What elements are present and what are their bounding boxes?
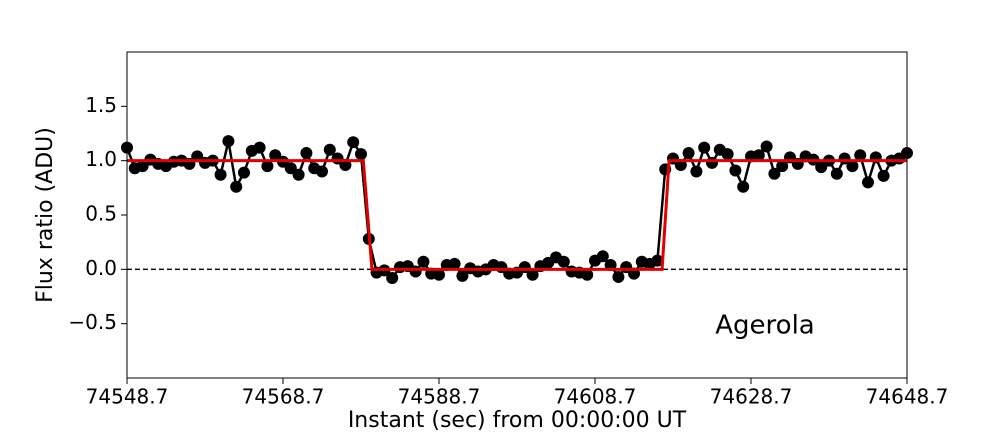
data-point — [417, 255, 430, 268]
data-point — [557, 255, 570, 268]
data-point — [682, 147, 695, 160]
data-point — [238, 166, 250, 179]
data-point — [433, 268, 445, 281]
x-tick-label: 74548.7 — [86, 385, 169, 409]
data-point — [830, 167, 843, 180]
data-point — [877, 169, 890, 182]
data-point — [768, 167, 781, 180]
x-tick-label: 74588.7 — [398, 385, 481, 409]
x-tick-label: 74628.7 — [710, 385, 793, 409]
data-point — [448, 257, 461, 270]
data-point — [409, 265, 422, 278]
data-point — [776, 160, 789, 173]
data-point — [854, 149, 867, 162]
data-point — [355, 148, 367, 161]
data-point — [706, 156, 718, 169]
data-point — [526, 268, 539, 281]
x-tick-label: 74608.7 — [554, 385, 637, 409]
data-point — [729, 164, 742, 177]
y-tick-label: 0.0 — [85, 256, 117, 280]
data-point — [612, 270, 625, 283]
data-point — [737, 180, 750, 193]
data-point — [456, 269, 469, 282]
y-tick-label: 1.0 — [85, 147, 117, 171]
x-axis-label: Instant (sec) from 00:00:00 UT — [348, 408, 687, 432]
data-point — [292, 168, 305, 181]
data-point — [222, 135, 235, 148]
x-tick-label: 74648.7 — [866, 385, 949, 409]
data-point — [347, 136, 360, 149]
data-point — [316, 165, 328, 178]
x-tick-label: 74568.7 — [242, 385, 325, 409]
y-tick-label: −0.5 — [68, 310, 117, 334]
plot-frame — [126, 51, 908, 379]
series-line — [127, 159, 907, 271]
data-point — [214, 168, 227, 181]
data-point — [651, 254, 664, 267]
data-point — [253, 141, 266, 154]
data-point — [386, 272, 399, 285]
data-point — [721, 148, 734, 161]
data-point — [862, 176, 874, 189]
annotation: Agerola — [715, 311, 814, 341]
data-point — [300, 147, 313, 160]
y-axis-label: Flux ratio (ADU) — [33, 127, 58, 303]
y-tick-label: 1.5 — [85, 93, 117, 117]
data-point — [230, 180, 243, 193]
data-point — [581, 268, 594, 281]
data-point — [690, 165, 703, 178]
data-point — [323, 143, 336, 156]
data-point — [846, 160, 859, 173]
data-point — [261, 160, 274, 173]
data-point — [698, 141, 711, 154]
data-point — [596, 250, 609, 263]
y-tick-label: 0.5 — [85, 202, 117, 226]
data-point — [760, 140, 773, 153]
data-point — [752, 149, 765, 162]
